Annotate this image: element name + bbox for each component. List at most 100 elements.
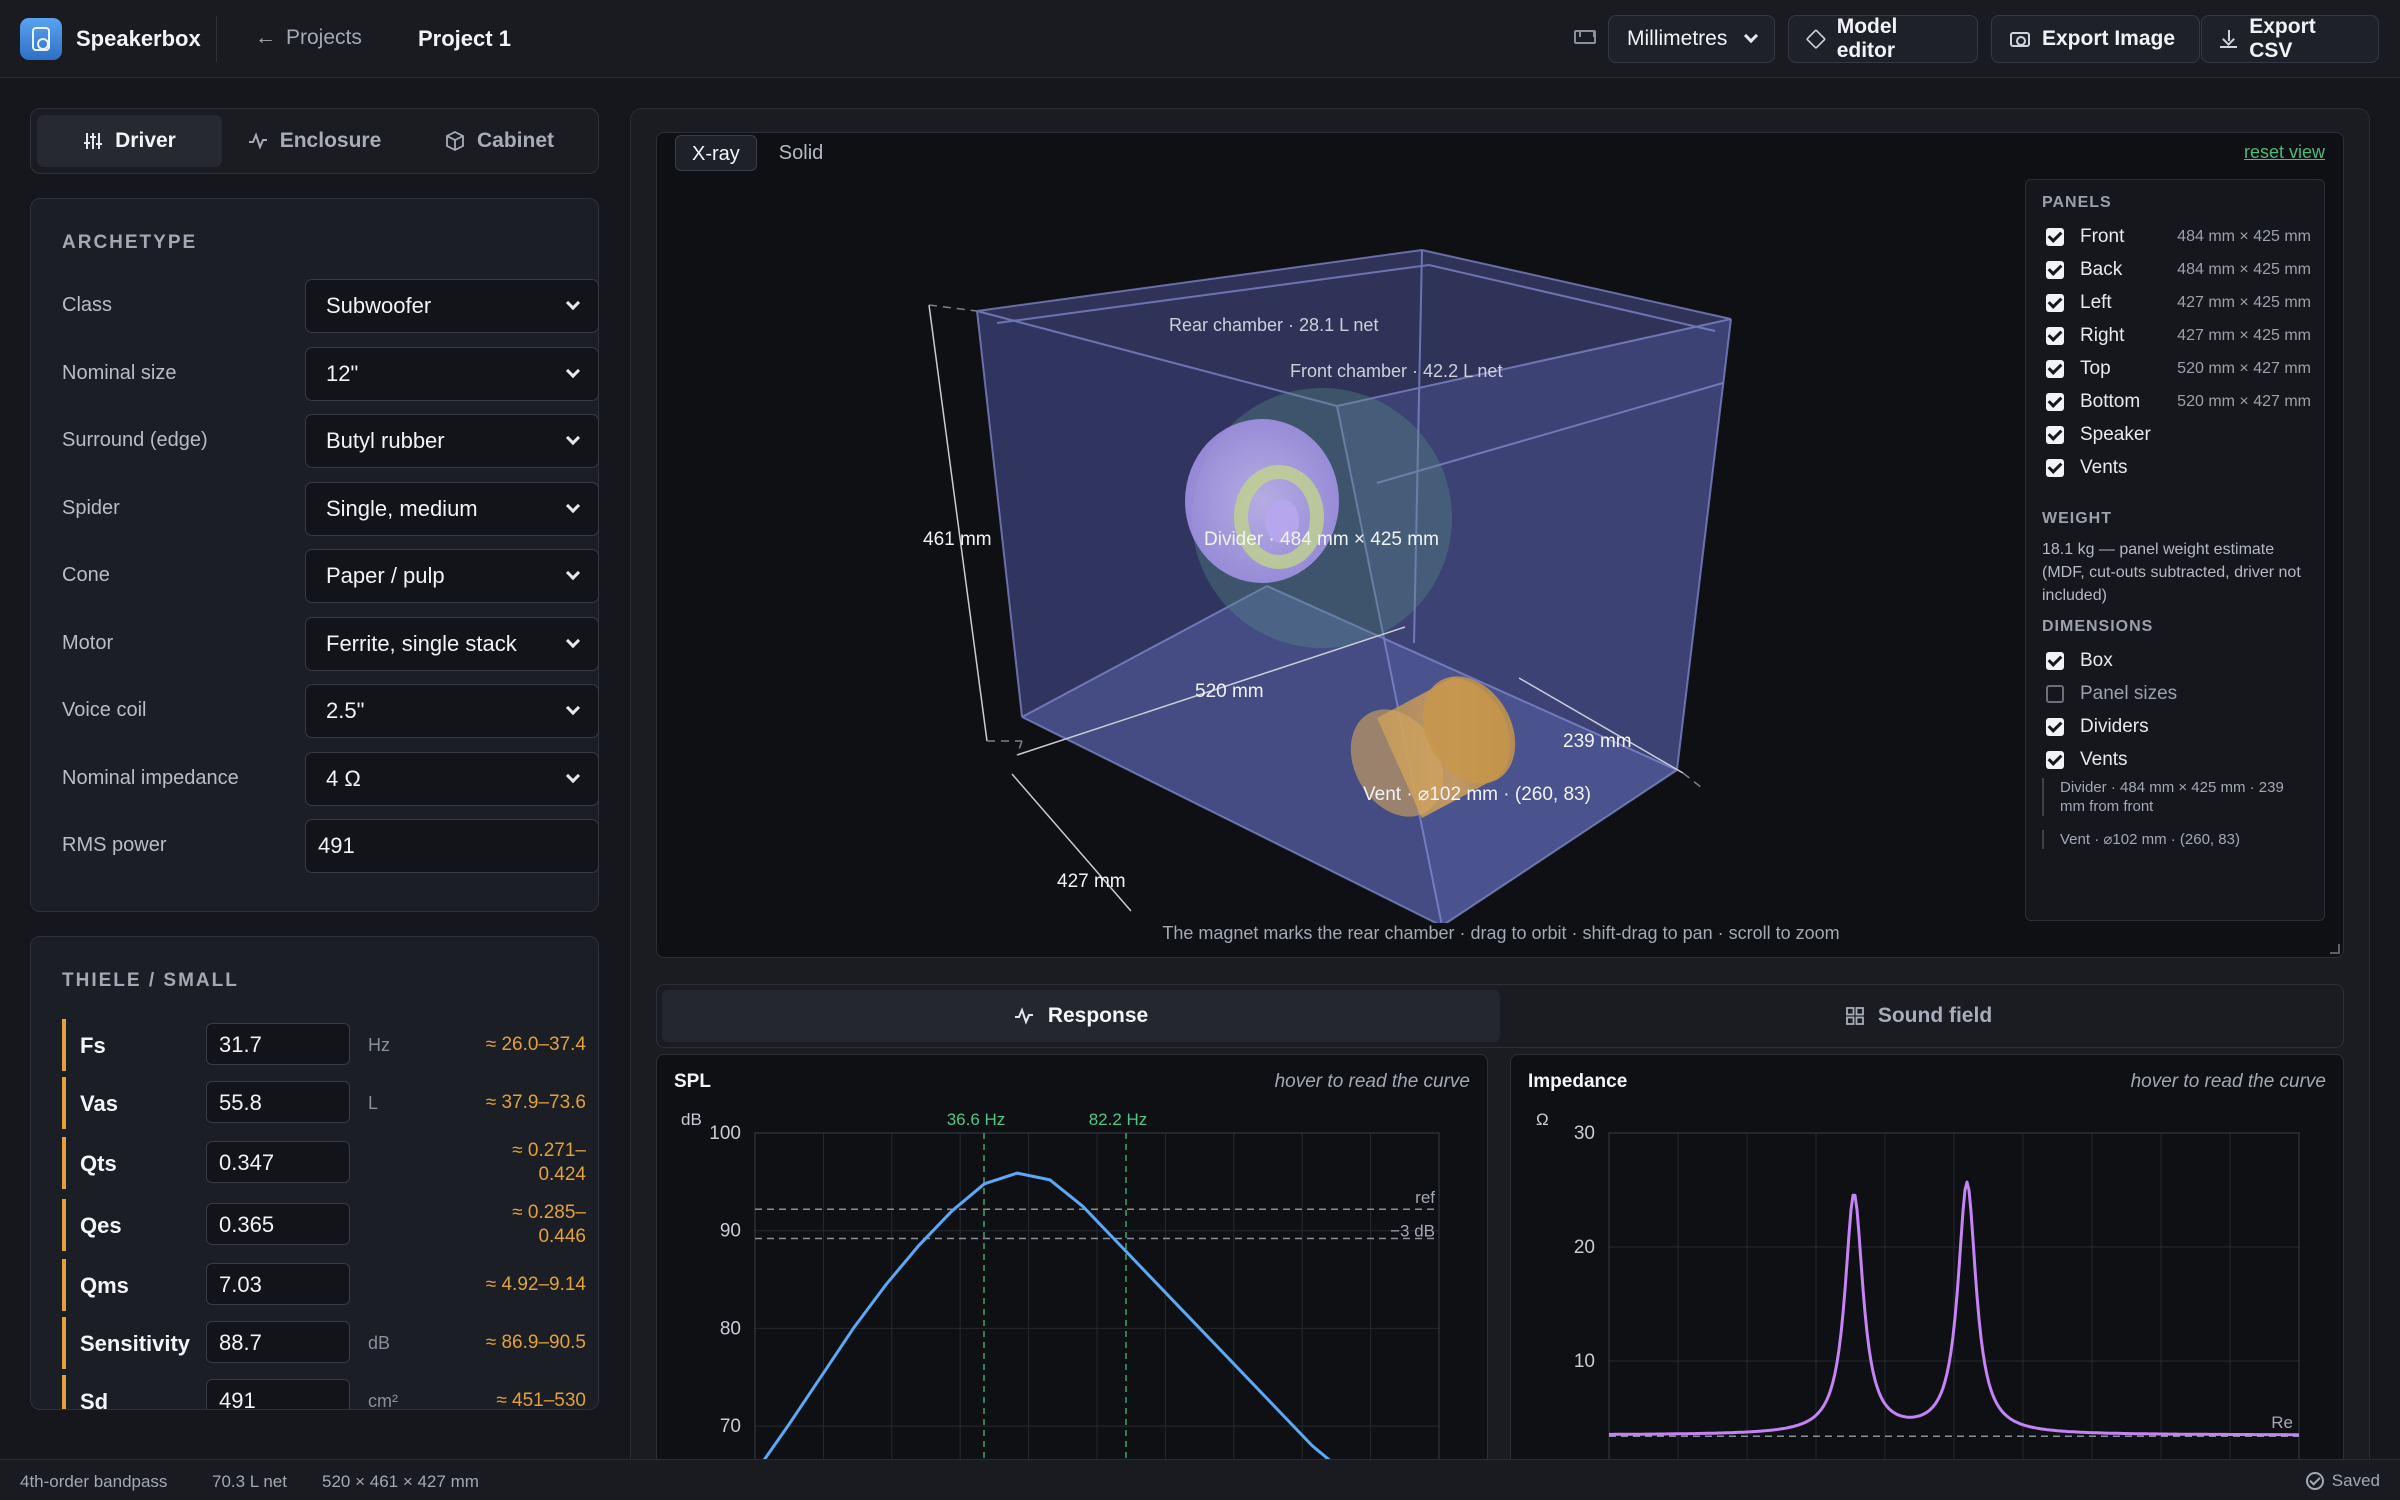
tab-solid[interactable]: Solid xyxy=(778,142,824,164)
tab-enclosure[interactable]: Enclosure xyxy=(222,115,407,167)
checkbox-label: Top xyxy=(2080,358,2111,379)
field-select[interactable]: Single, medium xyxy=(305,481,599,536)
units-select[interactable]: Millimetres xyxy=(1608,15,1775,63)
panel-toggle-speaker[interactable]: Speaker xyxy=(2046,422,2311,448)
field-label: Nominal impedance xyxy=(62,766,239,789)
rear-chamber-label: Rear chamber · 28.1 L net xyxy=(1169,315,1379,335)
field-select[interactable]: Subwoofer xyxy=(305,279,599,333)
plot-frame xyxy=(754,1132,1440,1473)
checkbox[interactable] xyxy=(2046,426,2064,444)
checkbox[interactable] xyxy=(2046,685,2064,703)
ts-param-input[interactable]: 7.03 xyxy=(206,1263,350,1305)
checkbox-label: Vents xyxy=(2080,457,2128,478)
tab-response[interactable]: Response xyxy=(662,990,1500,1042)
ts-param-row: Sensitivity 88.7 dB ≈ 86.9–90.5 xyxy=(62,1317,592,1369)
status-bar: 4th-order bandpass 70.3 L net 520 × 461 … xyxy=(0,1459,2400,1500)
frequency-marker-label: 82.2 Hz xyxy=(1089,1110,1148,1129)
checkbox[interactable] xyxy=(2046,261,2064,279)
view-mode-tabs: X-ray Solid xyxy=(675,135,839,171)
export-csv-button[interactable]: Export CSV xyxy=(2201,15,2379,63)
dimension-toggle-box[interactable]: Box xyxy=(2046,648,2311,674)
select-value: 12" xyxy=(326,360,359,386)
dimension-toggle-panel-sizes[interactable]: Panel sizes xyxy=(2046,681,2311,707)
checkbox[interactable] xyxy=(2046,294,2064,312)
ts-param-input[interactable]: 88.7 xyxy=(206,1321,350,1363)
panel-toggle-vents[interactable]: Vents xyxy=(2046,455,2311,481)
weight-estimate: 18.1 kg — panel weight estimate (MDF, cu… xyxy=(2042,541,2301,604)
checkbox[interactable] xyxy=(2046,360,2064,378)
resize-handle[interactable] xyxy=(2330,944,2340,954)
archetype-row: Class Subwoofer xyxy=(62,279,599,333)
archetype-title: ARCHETYPE xyxy=(62,232,198,253)
checkbox[interactable] xyxy=(2046,228,2064,246)
checkbox[interactable] xyxy=(2046,718,2064,736)
spl-chart-hint: hover to read the curve xyxy=(1274,1071,1470,1092)
y-axis-unit: Ω xyxy=(1536,1110,1549,1129)
checkbox[interactable] xyxy=(2046,459,2064,477)
cabinet-scene xyxy=(928,248,1732,923)
front-chamber-label: Front chamber · 42.2 L net xyxy=(1290,361,1503,381)
divider-note: Divider · 484 mm × 425 mm · 239 mm from … xyxy=(2042,778,2312,816)
ts-param-input[interactable]: 491 xyxy=(206,1379,350,1409)
spl-chart[interactable]: SPL hover to read the curve 100 90 80 70 dB r… xyxy=(656,1054,1488,1474)
box-back-face xyxy=(977,250,1731,406)
ts-param-unit: L xyxy=(368,1093,379,1113)
checkbox[interactable] xyxy=(2046,652,2064,670)
rms-power-input[interactable]: 491 xyxy=(305,819,599,873)
panel-toggle-front[interactable]: Front 484 mm × 425 mm xyxy=(2046,224,2311,250)
panel-toggle-back[interactable]: Back 484 mm × 425 mm xyxy=(2046,257,2311,283)
height-dimension-label: 461 mm xyxy=(923,529,992,550)
field-label: Surround (edge) xyxy=(62,429,208,451)
ts-param-input[interactable]: 55.8 xyxy=(206,1081,350,1123)
panel-toggle-right[interactable]: Right 427 mm × 425 mm xyxy=(2046,323,2311,349)
impedance-chart-hint: hover to read the curve xyxy=(2130,1071,2326,1092)
field-select[interactable]: Paper / pulp xyxy=(305,549,599,603)
field-select[interactable]: 4 Ω xyxy=(305,751,599,806)
field-label: Voice coil xyxy=(62,699,147,721)
field-select[interactable]: Butyl rubber xyxy=(305,414,599,468)
ts-param-input[interactable]: 0.347 xyxy=(206,1141,350,1183)
dimension-toggle-dividers[interactable]: Dividers xyxy=(2046,714,2311,740)
projects-link[interactable]: ← Projects xyxy=(255,26,362,50)
archetype-row: Nominal size 12" xyxy=(62,346,599,401)
y-tick-label: 10 xyxy=(1574,1351,1595,1372)
panel-toggle-bottom[interactable]: Bottom 520 mm × 427 mm xyxy=(2046,389,2311,415)
ts-param-input[interactable]: 31.7 xyxy=(206,1023,350,1065)
divider-offset-label: 239 mm xyxy=(1563,731,1632,752)
field-select[interactable]: 2.5" xyxy=(305,684,599,738)
tab-sound-field[interactable]: Sound field xyxy=(1500,990,2338,1042)
ts-param-row: Fs 31.7 Hz ≈ 26.0–37.4 xyxy=(62,1019,592,1071)
ts-param-input[interactable]: 0.365 xyxy=(206,1203,350,1245)
cabinet-3d-viewer[interactable]: X-ray Solid reset view xyxy=(656,132,2344,958)
checkbox-label: Bottom xyxy=(2080,391,2141,412)
checkbox-label: Right xyxy=(2080,325,2125,346)
checkbox[interactable] xyxy=(2046,327,2064,345)
checkbox-label: Panel sizes xyxy=(2080,683,2178,704)
field-select[interactable]: 12" xyxy=(305,346,599,401)
cube-icon xyxy=(1805,28,1826,50)
reset-view-link[interactable]: reset view xyxy=(2243,142,2325,162)
checkbox[interactable] xyxy=(2046,751,2064,769)
panel-toggle-top[interactable]: Top 520 mm × 427 mm xyxy=(2046,356,2311,382)
select-value: 2.5" xyxy=(326,698,365,723)
panel-toggle-left[interactable]: Left 427 mm × 425 mm xyxy=(2046,290,2311,316)
dimensions-section-title: DIMENSIONS xyxy=(2042,618,2154,635)
field-select[interactable]: Ferrite, single stack xyxy=(305,616,599,671)
checkbox-label: Back xyxy=(2080,259,2123,280)
select-value: Ferrite, single stack xyxy=(326,630,517,656)
export-image-button[interactable]: Export Image xyxy=(1991,15,2200,63)
ts-param-range: ≈ 86.9–90.5 xyxy=(485,1332,586,1353)
model-editor-label: Model editor xyxy=(1836,15,1898,62)
dimension-toggle-vents[interactable]: Vents xyxy=(2046,747,2311,773)
ts-param-name: Sd xyxy=(80,1389,109,1410)
archetype-row: Cone Paper / pulp xyxy=(62,549,599,603)
divider-label: Divider · 484 mm × 425 mm xyxy=(1204,529,1439,550)
impedance-chart[interactable]: Impedance hover to read the curve 30 20 10… xyxy=(1510,1054,2344,1474)
thiele-small-title: THIELE / SMALL xyxy=(62,970,239,991)
tab-cabinet[interactable]: Cabinet xyxy=(407,115,592,167)
chevron-down-icon xyxy=(565,768,581,783)
tab-xray[interactable]: X-ray xyxy=(675,135,757,171)
model-editor-button[interactable]: Model editor xyxy=(1788,15,1978,63)
tab-driver[interactable]: Driver xyxy=(37,115,222,167)
checkbox[interactable] xyxy=(2046,393,2064,411)
